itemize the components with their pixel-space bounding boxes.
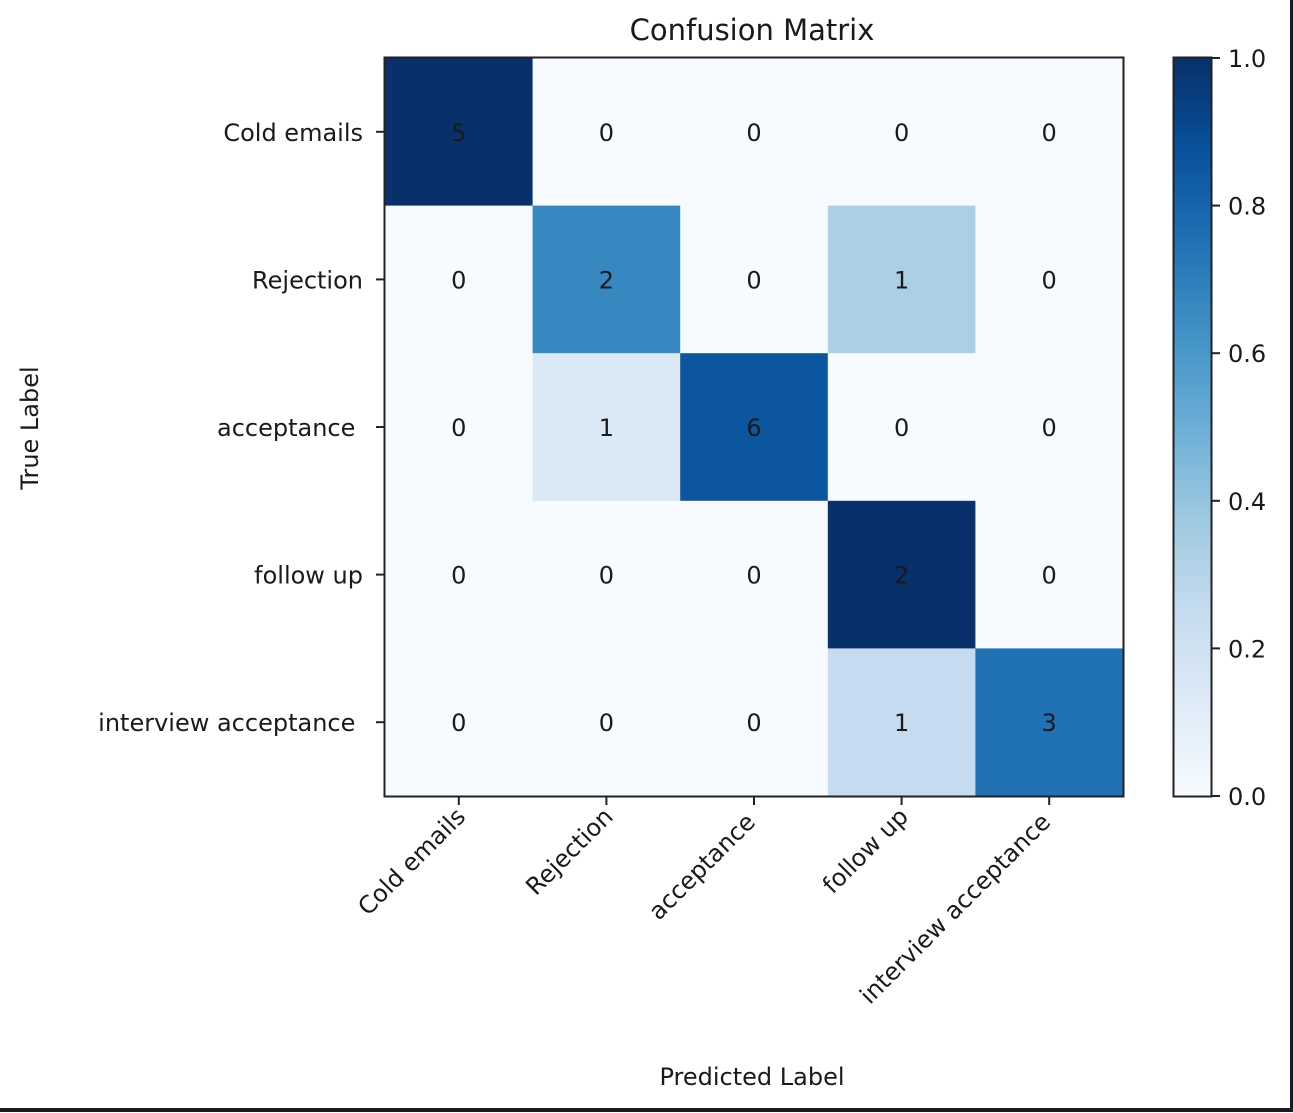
cell-annotation: 0 (1042, 414, 1057, 442)
colorbar-tick-label: 0.0 (1228, 783, 1266, 811)
cell-annotation: 0 (451, 562, 466, 590)
y-tick-label: Cold emails (223, 119, 363, 147)
cell-annotation: 0 (746, 119, 761, 147)
heatmap-cell (975, 500, 1124, 649)
colorbar-tick-label: 0.6 (1228, 340, 1266, 368)
x-tick-label: acceptance (643, 802, 766, 925)
cell-annotation: 0 (451, 709, 466, 737)
heatmap-cell (532, 205, 681, 354)
cell-annotation: 0 (1042, 119, 1057, 147)
cell-annotation: 0 (599, 709, 614, 737)
heatmap-cell (680, 648, 829, 797)
cell-annotation: 0 (599, 119, 614, 147)
cell-annotation: 3 (1042, 709, 1057, 737)
colorbar-gradient (1172, 56, 1213, 798)
heatmap-cells (385, 58, 1124, 797)
heatmap-cell (385, 353, 534, 502)
x-tick-label: Cold emails (352, 802, 471, 921)
heatmap-cell (532, 648, 681, 797)
colorbar-tick-label: 1.0 (1228, 45, 1266, 73)
heatmap-cell (385, 500, 534, 649)
cell-annotation: 0 (894, 119, 909, 147)
heatmap-cell (680, 353, 829, 502)
cell-annotation: 0 (746, 266, 761, 294)
heatmap-cell (385, 58, 534, 207)
y-tick-label: interview acceptance (98, 709, 363, 737)
y-tick-label: follow up (254, 562, 363, 590)
x-tick-label: Rejection (520, 802, 618, 900)
colorbar-ticks: 0.0 0.2 0.4 0.6 0.8 1.0 (1212, 45, 1266, 811)
cell-annotation: 6 (746, 414, 761, 442)
heatmap-cell (680, 58, 829, 207)
cell-annotation: 1 (894, 266, 909, 294)
cell-annotation: 5 (451, 119, 466, 147)
cell-annotation: 0 (894, 414, 909, 442)
heatmap-cell (385, 648, 534, 797)
heatmap-cell (975, 58, 1124, 207)
heatmap-cell (827, 205, 976, 354)
cell-annotation: 0 (746, 709, 761, 737)
colorbar-tick-label: 0.4 (1228, 488, 1266, 516)
colorbar-tick-label: 0.2 (1228, 635, 1266, 663)
heatmap-cell (532, 58, 681, 207)
plot-frame (383, 56, 1125, 798)
heatmap-cell (975, 648, 1124, 797)
y-axis-ticks: Cold emails Rejection acceptance follow up… (98, 119, 384, 737)
heatmap-cell (680, 500, 829, 649)
heatmap-cell (532, 353, 681, 502)
cell-annotation: 1 (599, 414, 614, 442)
heatmap-cell (827, 353, 976, 502)
y-tick-label: acceptance (217, 414, 363, 442)
cell-annotation: 0 (599, 562, 614, 590)
y-axis-label: True Label (16, 366, 44, 490)
heatmap-cell (532, 500, 681, 649)
colorbar: 0.0 0.2 0.4 0.6 0.8 1.0 (1172, 45, 1266, 811)
heatmap-cell (827, 500, 976, 649)
x-axis-label: Predicted Label (659, 1063, 844, 1091)
colorbar-tick-label: 0.8 (1228, 193, 1266, 221)
cell-annotation: 1 (894, 709, 909, 737)
x-tick-label: follow up (817, 802, 914, 899)
heatmap-cell (385, 205, 534, 354)
cell-annotation: 0 (451, 414, 466, 442)
y-tick-label: Rejection (252, 266, 363, 294)
cell-annotation: 0 (451, 266, 466, 294)
heatmap-cell (827, 648, 976, 797)
chart-title: Confusion Matrix (630, 13, 875, 47)
heatmap-cell (680, 205, 829, 354)
cell-annotation: 2 (894, 562, 909, 590)
x-axis-ticks: Cold emails Rejection acceptance follow up… (352, 797, 1061, 1010)
cell-annotation: 0 (1042, 266, 1057, 294)
heatmap-cell (827, 58, 976, 207)
heatmap-cell (975, 205, 1124, 354)
cell-annotation: 0 (746, 562, 761, 590)
heatmap-cell (975, 353, 1124, 502)
cell-annotations: 5 0 0 0 0 0 2 0 1 0 0 1 6 0 0 0 0 0 2 0 0 0 0 1 3 (451, 119, 1057, 737)
cell-annotation: 2 (599, 266, 614, 294)
cell-annotation: 0 (1042, 562, 1057, 590)
